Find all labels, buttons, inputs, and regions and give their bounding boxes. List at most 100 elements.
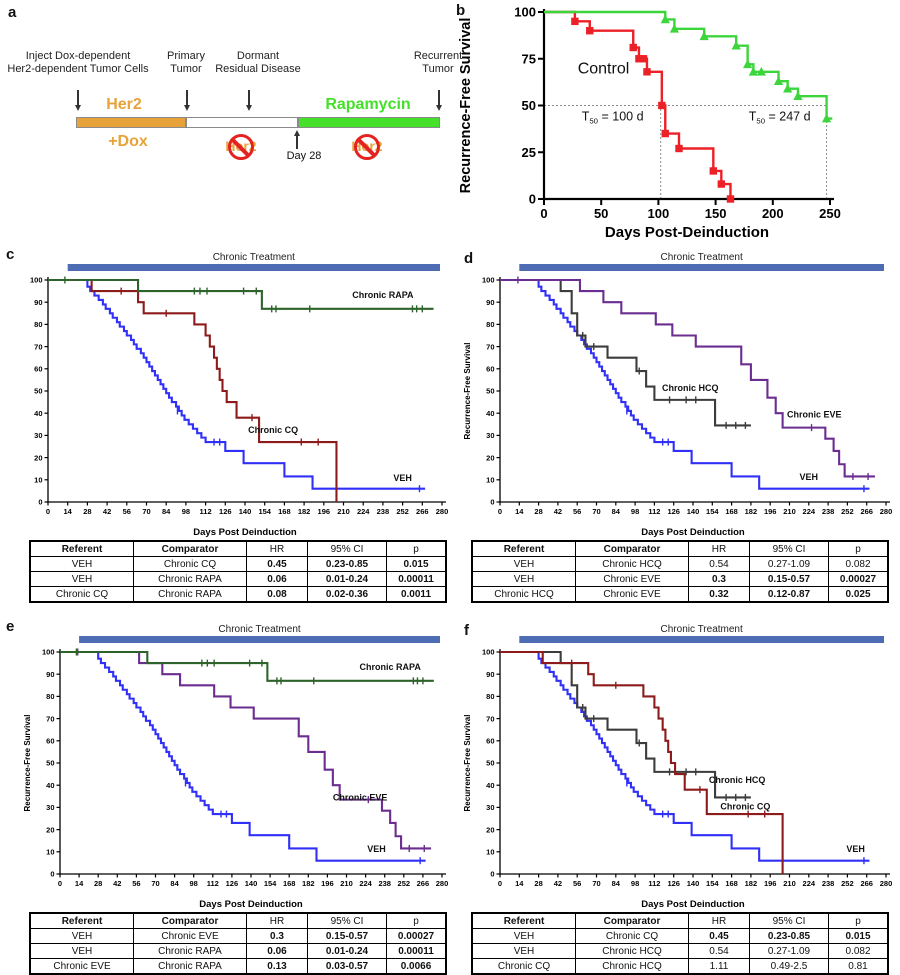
down-arrow-icon [186, 90, 188, 105]
x-tick-label: 266 [860, 879, 873, 888]
y-axis-title: Recurrence-Free Survival [463, 343, 472, 440]
table-cell: 0.54 [688, 943, 750, 959]
x-tick-label: 280 [880, 507, 893, 516]
table-cell: Chronic RAPA [133, 958, 247, 975]
table-cell: Chronic HCQ [575, 943, 689, 959]
table-row: VEH Chronic EVE 0.3 0.15-0.57 0.00027 [471, 571, 889, 587]
y-tick-label: 20 [34, 453, 42, 462]
table-header-cell: 95% CI [307, 912, 387, 929]
panel-a-timeline-diagram: Inject Dox-dependent Her2-dependent Tumo… [7, 6, 468, 241]
annotation-primary-tumor: Primary Tumor [167, 50, 205, 75]
rapamycin-bar-segment [298, 117, 440, 128]
curve-label: VEH [800, 472, 819, 482]
km-chart-e: Chronic Treatment 0 14 28 42 56 70 84 98 112 126 14… [23, 624, 448, 910]
y-tick-label: 10 [34, 476, 42, 485]
table-cell: 0.27-1.09 [749, 943, 829, 959]
table-cell: 0.015 [828, 928, 889, 944]
square-marker-icon [643, 68, 651, 76]
square-marker-icon [586, 27, 594, 35]
table-header-cell: Referent [471, 912, 576, 929]
table-header-cell: p [828, 540, 889, 557]
x-tick-label: 98 [631, 507, 639, 516]
x-tick-label: 14 [75, 879, 84, 888]
x-tick-label: 28 [83, 507, 91, 516]
km-series-veh [500, 278, 870, 490]
x-tick-label: 140 [687, 879, 700, 888]
square-marker-icon [726, 195, 735, 203]
panel-letter-a: a [8, 4, 17, 21]
x-tick-label: 112 [648, 507, 660, 516]
table-cell: VEH [29, 556, 134, 572]
annotation-inject-cells: Inject Dox-dependent Her2-dependent Tumo… [7, 50, 149, 75]
square-marker-icon [675, 144, 683, 153]
curve-label: Chronic CQ [248, 425, 298, 435]
x-tick-label: 182 [745, 507, 758, 516]
square-marker-icon [629, 43, 637, 52]
x-tick-label: 252 [841, 879, 854, 888]
x-tick-label: 42 [554, 507, 562, 516]
down-arrowhead-icon [74, 105, 81, 111]
chronic-treatment-title: Chronic Treatment [218, 624, 300, 635]
table-cell: Chronic CQ [133, 556, 247, 572]
y-tick-label: 20 [46, 825, 54, 834]
y-tick-label: 60 [486, 365, 494, 374]
panel-letter-b: b [456, 2, 466, 19]
table-cell: 0.082 [828, 943, 889, 959]
table-cell: 0.03-0.57 [307, 958, 387, 975]
table-row: Chronic HCQ Chronic EVE 0.32 0.12-0.87 0.025 [471, 586, 889, 603]
square-marker-icon [717, 180, 726, 188]
table-row: VEH Chronic RAPA 0.06 0.01-0.24 0.00011 [29, 943, 447, 959]
x-tick-label: 196 [764, 507, 777, 516]
down-arrowhead-icon [245, 105, 252, 111]
x-tick-label: 266 [416, 507, 429, 516]
table-cell: 0.3 [688, 571, 750, 587]
y-tick-label: 25 [522, 145, 536, 160]
table-cell: 0.27-1.09 [749, 556, 829, 572]
x-tick-label: 168 [725, 879, 738, 888]
table-cell: Chronic CQ [575, 928, 689, 944]
table-cell: 0.81 [828, 958, 889, 975]
table-cell: 0.06 [246, 943, 308, 959]
chronic-treatment-bar [519, 264, 884, 271]
x-tick-label: 100 [648, 206, 670, 221]
chronic-treatment-title: Chronic Treatment [661, 624, 743, 635]
plot-annotation: Control [578, 61, 630, 78]
y-tick-label: 0 [38, 498, 42, 507]
km-chart-f: Chronic Treatment 0 14 28 42 56 70 84 98 112 126 14… [463, 624, 893, 910]
panel-letter-e: e [6, 618, 15, 635]
table-row: VEH Chronic EVE 0.3 0.15-0.57 0.00027 [29, 928, 447, 944]
x-tick-label: 200 [762, 206, 784, 221]
x-tick-label: 56 [573, 507, 581, 516]
curve-label: Chronic EVE [787, 410, 842, 420]
table-header-row: Referent Comparator HR 95% CI p [29, 540, 447, 557]
x-tick-label: 14 [515, 879, 524, 888]
table-header-cell: Comparator [575, 912, 689, 929]
x-tick-label: 250 [819, 206, 841, 221]
panel-f: Chronic Treatment 0 14 28 42 56 70 84 98 112 126 14… [462, 622, 898, 975]
y-tick-label: 80 [46, 692, 54, 701]
x-tick-label: 56 [123, 507, 131, 516]
x-tick-label: 140 [687, 507, 700, 516]
her2-label: Her2 [106, 96, 142, 113]
triangle-marker-icon [669, 23, 680, 33]
panel-letter-d: d [464, 250, 474, 267]
y-tick-label: 30 [46, 803, 54, 812]
her2-dox-bar-segment [76, 117, 186, 128]
down-arrowhead-icon [183, 105, 190, 111]
x-tick-label: 238 [378, 879, 391, 888]
table-cell: 0.23-0.85 [307, 556, 387, 572]
chronic-treatment-bar [519, 636, 884, 643]
x-tick-label: 238 [822, 879, 835, 888]
x-tick-label: 154 [258, 507, 271, 516]
km-series-chronic-hcq [500, 650, 751, 799]
table-row: Chronic CQ Chronic HCQ 1.11 0.49-2.5 0.81 [471, 958, 889, 975]
y-tick-label: 70 [486, 714, 494, 723]
x-axis-title: Days Post Deinduction [199, 899, 303, 910]
curve-label: Chronic RAPA [352, 290, 414, 300]
y-tick-label: 40 [486, 781, 494, 790]
y-tick-label: 80 [34, 320, 42, 329]
table-header-row: Referent Comparator HR 95% CI p [471, 912, 889, 929]
table-cell: VEH [29, 571, 134, 587]
x-tick-label: 280 [880, 879, 893, 888]
table-cell: 0.54 [688, 556, 750, 572]
